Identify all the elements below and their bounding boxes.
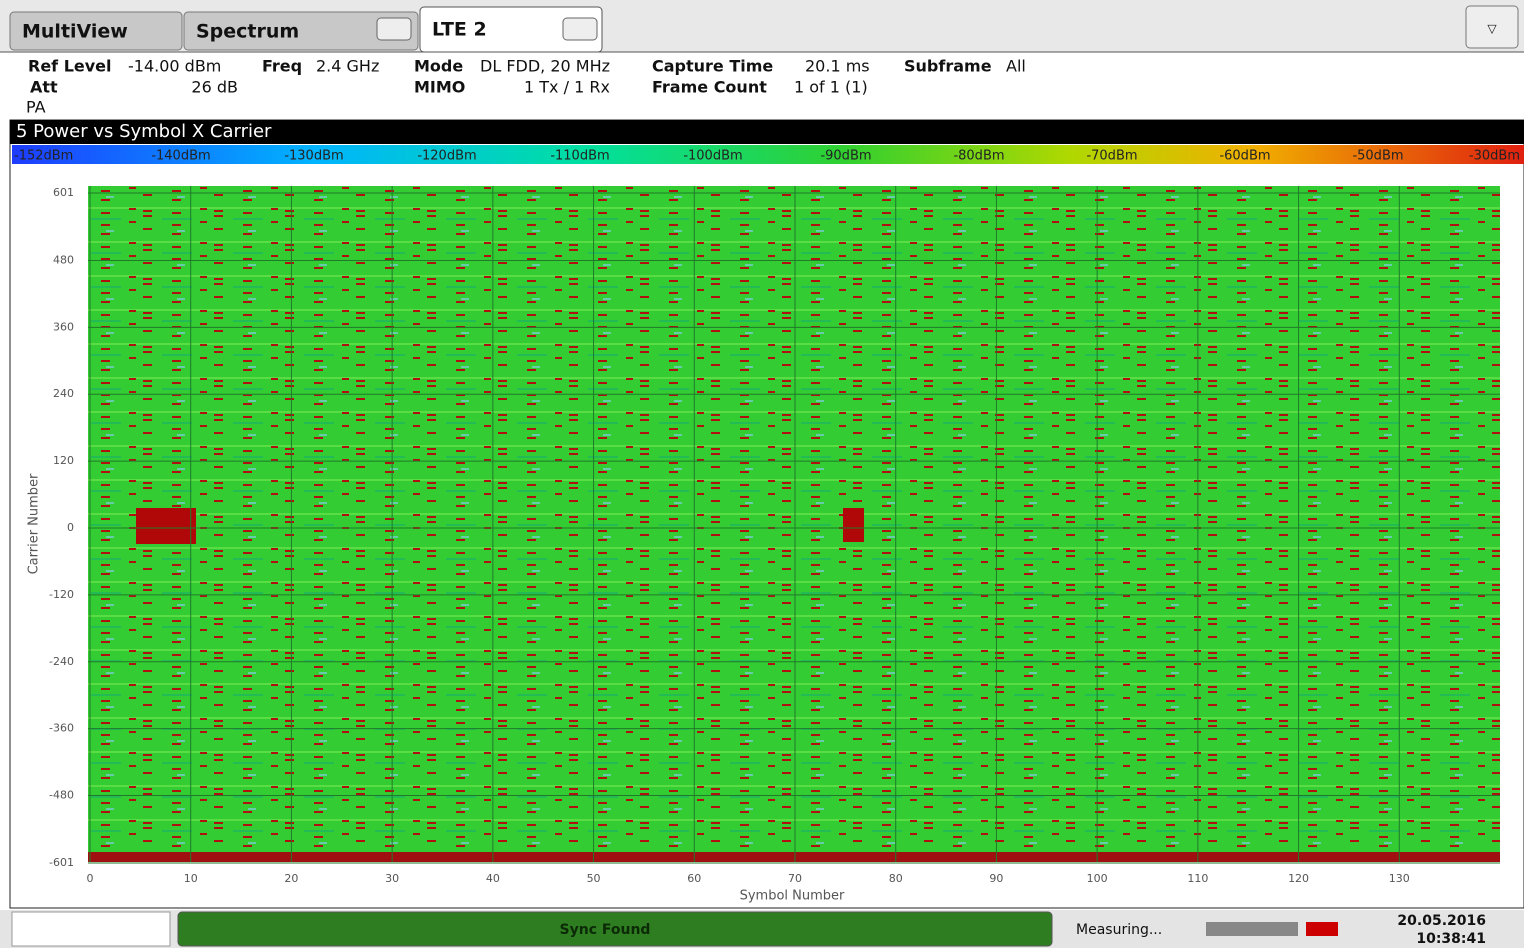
y-tick-label: 120 (53, 454, 74, 467)
color-scale-label: -70dBm (1086, 149, 1137, 164)
y-tick-label: 0 (67, 521, 74, 534)
menu-icon: ▽ (1487, 22, 1497, 36)
value: All (1006, 57, 1026, 76)
color-scale-label: -90dBm (820, 149, 871, 164)
color-scale-label: -130dBm (284, 149, 343, 164)
y-tick-label: 480 (53, 253, 74, 266)
tab-label: Spectrum (196, 21, 299, 43)
label: Mode (414, 57, 463, 76)
color-scale-label: -30dBm (1469, 149, 1520, 164)
label: PA (26, 98, 46, 117)
color-scale-label: -152dBm (14, 149, 73, 164)
screen: ▽ MultiView Spectrum LTE 2 Ref Level -14… (0, 0, 1524, 948)
color-scale-label: -100dBm (683, 149, 742, 164)
heatmap-block (136, 508, 196, 544)
measuring-text: Measuring... (1076, 922, 1162, 938)
x-tick-label: 70 (788, 872, 802, 885)
color-scale-label: -140dBm (151, 149, 210, 164)
y-tick-label: 360 (53, 320, 74, 333)
x-tick-label: 60 (687, 872, 701, 885)
heatmap-block (843, 508, 864, 542)
color-scale-label: -50dBm (1352, 149, 1403, 164)
sync-text: Sync Found (560, 922, 651, 938)
value: 1 of 1 (1) (794, 78, 868, 97)
y-axis-label: Carrier Number (27, 473, 42, 574)
heatmap-edge (88, 852, 1500, 862)
x-tick-label: 120 (1288, 872, 1309, 885)
label: Subframe (904, 57, 992, 76)
y-tick-label: -601 (49, 856, 74, 869)
tab-label: MultiView (22, 21, 128, 43)
x-tick-label: 100 (1087, 872, 1108, 885)
y-tick-label: -360 (49, 722, 74, 735)
label: MIMO (414, 78, 465, 97)
x-tick-label: 90 (989, 872, 1003, 885)
value: DL FDD, 20 MHz (480, 57, 610, 76)
value: 1 Tx / 1 Rx (524, 78, 610, 97)
label: Att (30, 78, 58, 97)
color-scale (12, 145, 1524, 164)
x-tick-label: 80 (889, 872, 903, 885)
chart-title: 5 Power vs Symbol X Carrier (16, 121, 272, 142)
page: ▽ MultiView Spectrum LTE 2 Ref Level -14… (0, 0, 1524, 948)
color-scale-label: -60dBm (1219, 149, 1270, 164)
x-tick-label: 40 (486, 872, 500, 885)
y-tick-label: 240 (53, 387, 74, 400)
y-tick-label: -480 (49, 789, 74, 802)
tab-label: LTE 2 (432, 19, 487, 41)
x-tick-label: 10 (184, 872, 198, 885)
x-tick-label: 130 (1389, 872, 1410, 885)
logo (1306, 922, 1338, 936)
progress (1206, 922, 1298, 936)
value: -14.00 dBm (128, 57, 221, 76)
label: Frame Count (652, 78, 767, 97)
heatmap (88, 186, 1500, 862)
label: Ref Level (28, 57, 112, 76)
label: Freq (262, 57, 302, 76)
time: 10:38:41 (1416, 931, 1486, 947)
close-button[interactable] (377, 18, 411, 40)
y-tick-label: 601 (53, 186, 74, 199)
x-tick-label: 110 (1187, 872, 1208, 885)
color-scale-label: -110dBm (550, 149, 609, 164)
input-box[interactable] (12, 912, 170, 946)
close-button[interactable] (563, 18, 597, 40)
value: 26 dB (191, 78, 238, 97)
x-tick-label: 0 (87, 872, 94, 885)
value: 20.1 ms (805, 57, 870, 76)
color-scale-label: -120dBm (417, 149, 476, 164)
y-tick-label: -240 (49, 655, 74, 668)
value: 2.4 GHz (316, 57, 379, 76)
x-axis-label: Symbol Number (740, 889, 845, 904)
label: Capture Time (652, 57, 773, 76)
header: Ref Level -14.00 dBm Att 26 dB PA Freq 2… (26, 57, 1026, 117)
y-tick-label: -120 (49, 588, 74, 601)
date: 20.05.2016 (1397, 913, 1486, 929)
x-tick-label: 30 (385, 872, 399, 885)
x-tick-label: 20 (284, 872, 298, 885)
x-tick-label: 50 (587, 872, 601, 885)
color-scale-label: -80dBm (953, 149, 1004, 164)
